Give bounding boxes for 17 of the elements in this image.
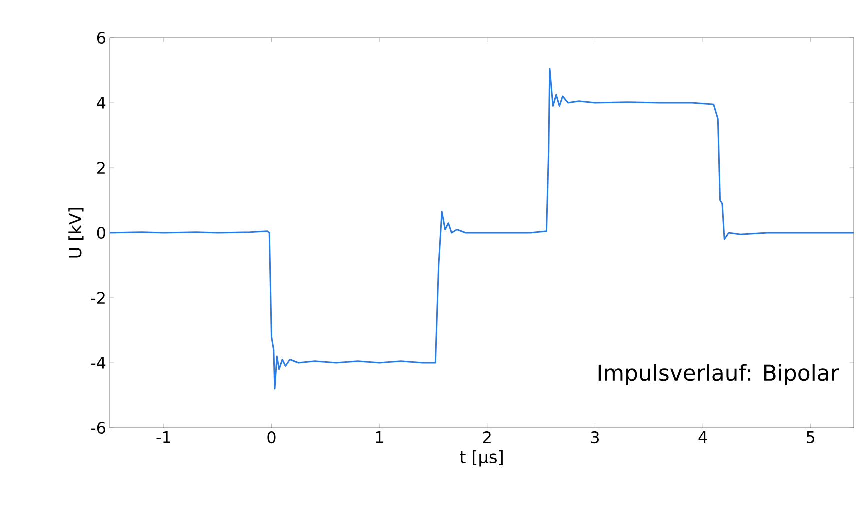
- x-tick-label: -1: [156, 432, 170, 444]
- y-tick-label: 0: [97, 226, 106, 240]
- x-tick-label: 5: [807, 432, 815, 444]
- x-tick-label: 1: [376, 432, 384, 444]
- annotation: Impulsverlauf: Bipolar: [598, 364, 840, 386]
- y-tick-label: -4: [91, 357, 106, 369]
- y-tick-label: -6: [91, 422, 106, 434]
- x-axis-title: t [µs]: [460, 450, 503, 467]
- y-tick-label: 6: [97, 32, 106, 44]
- y-tick-label: -2: [91, 292, 105, 304]
- y-axis-title: U [kV]: [68, 208, 84, 258]
- y-tick-label: 4: [97, 97, 106, 109]
- y-tick-label: 2: [98, 162, 105, 174]
- x-tick-label: 3: [591, 432, 600, 444]
- x-tick-label: 0: [268, 432, 276, 444]
- x-tick-label: 4: [698, 432, 708, 444]
- x-tick-label: 2: [483, 432, 491, 444]
